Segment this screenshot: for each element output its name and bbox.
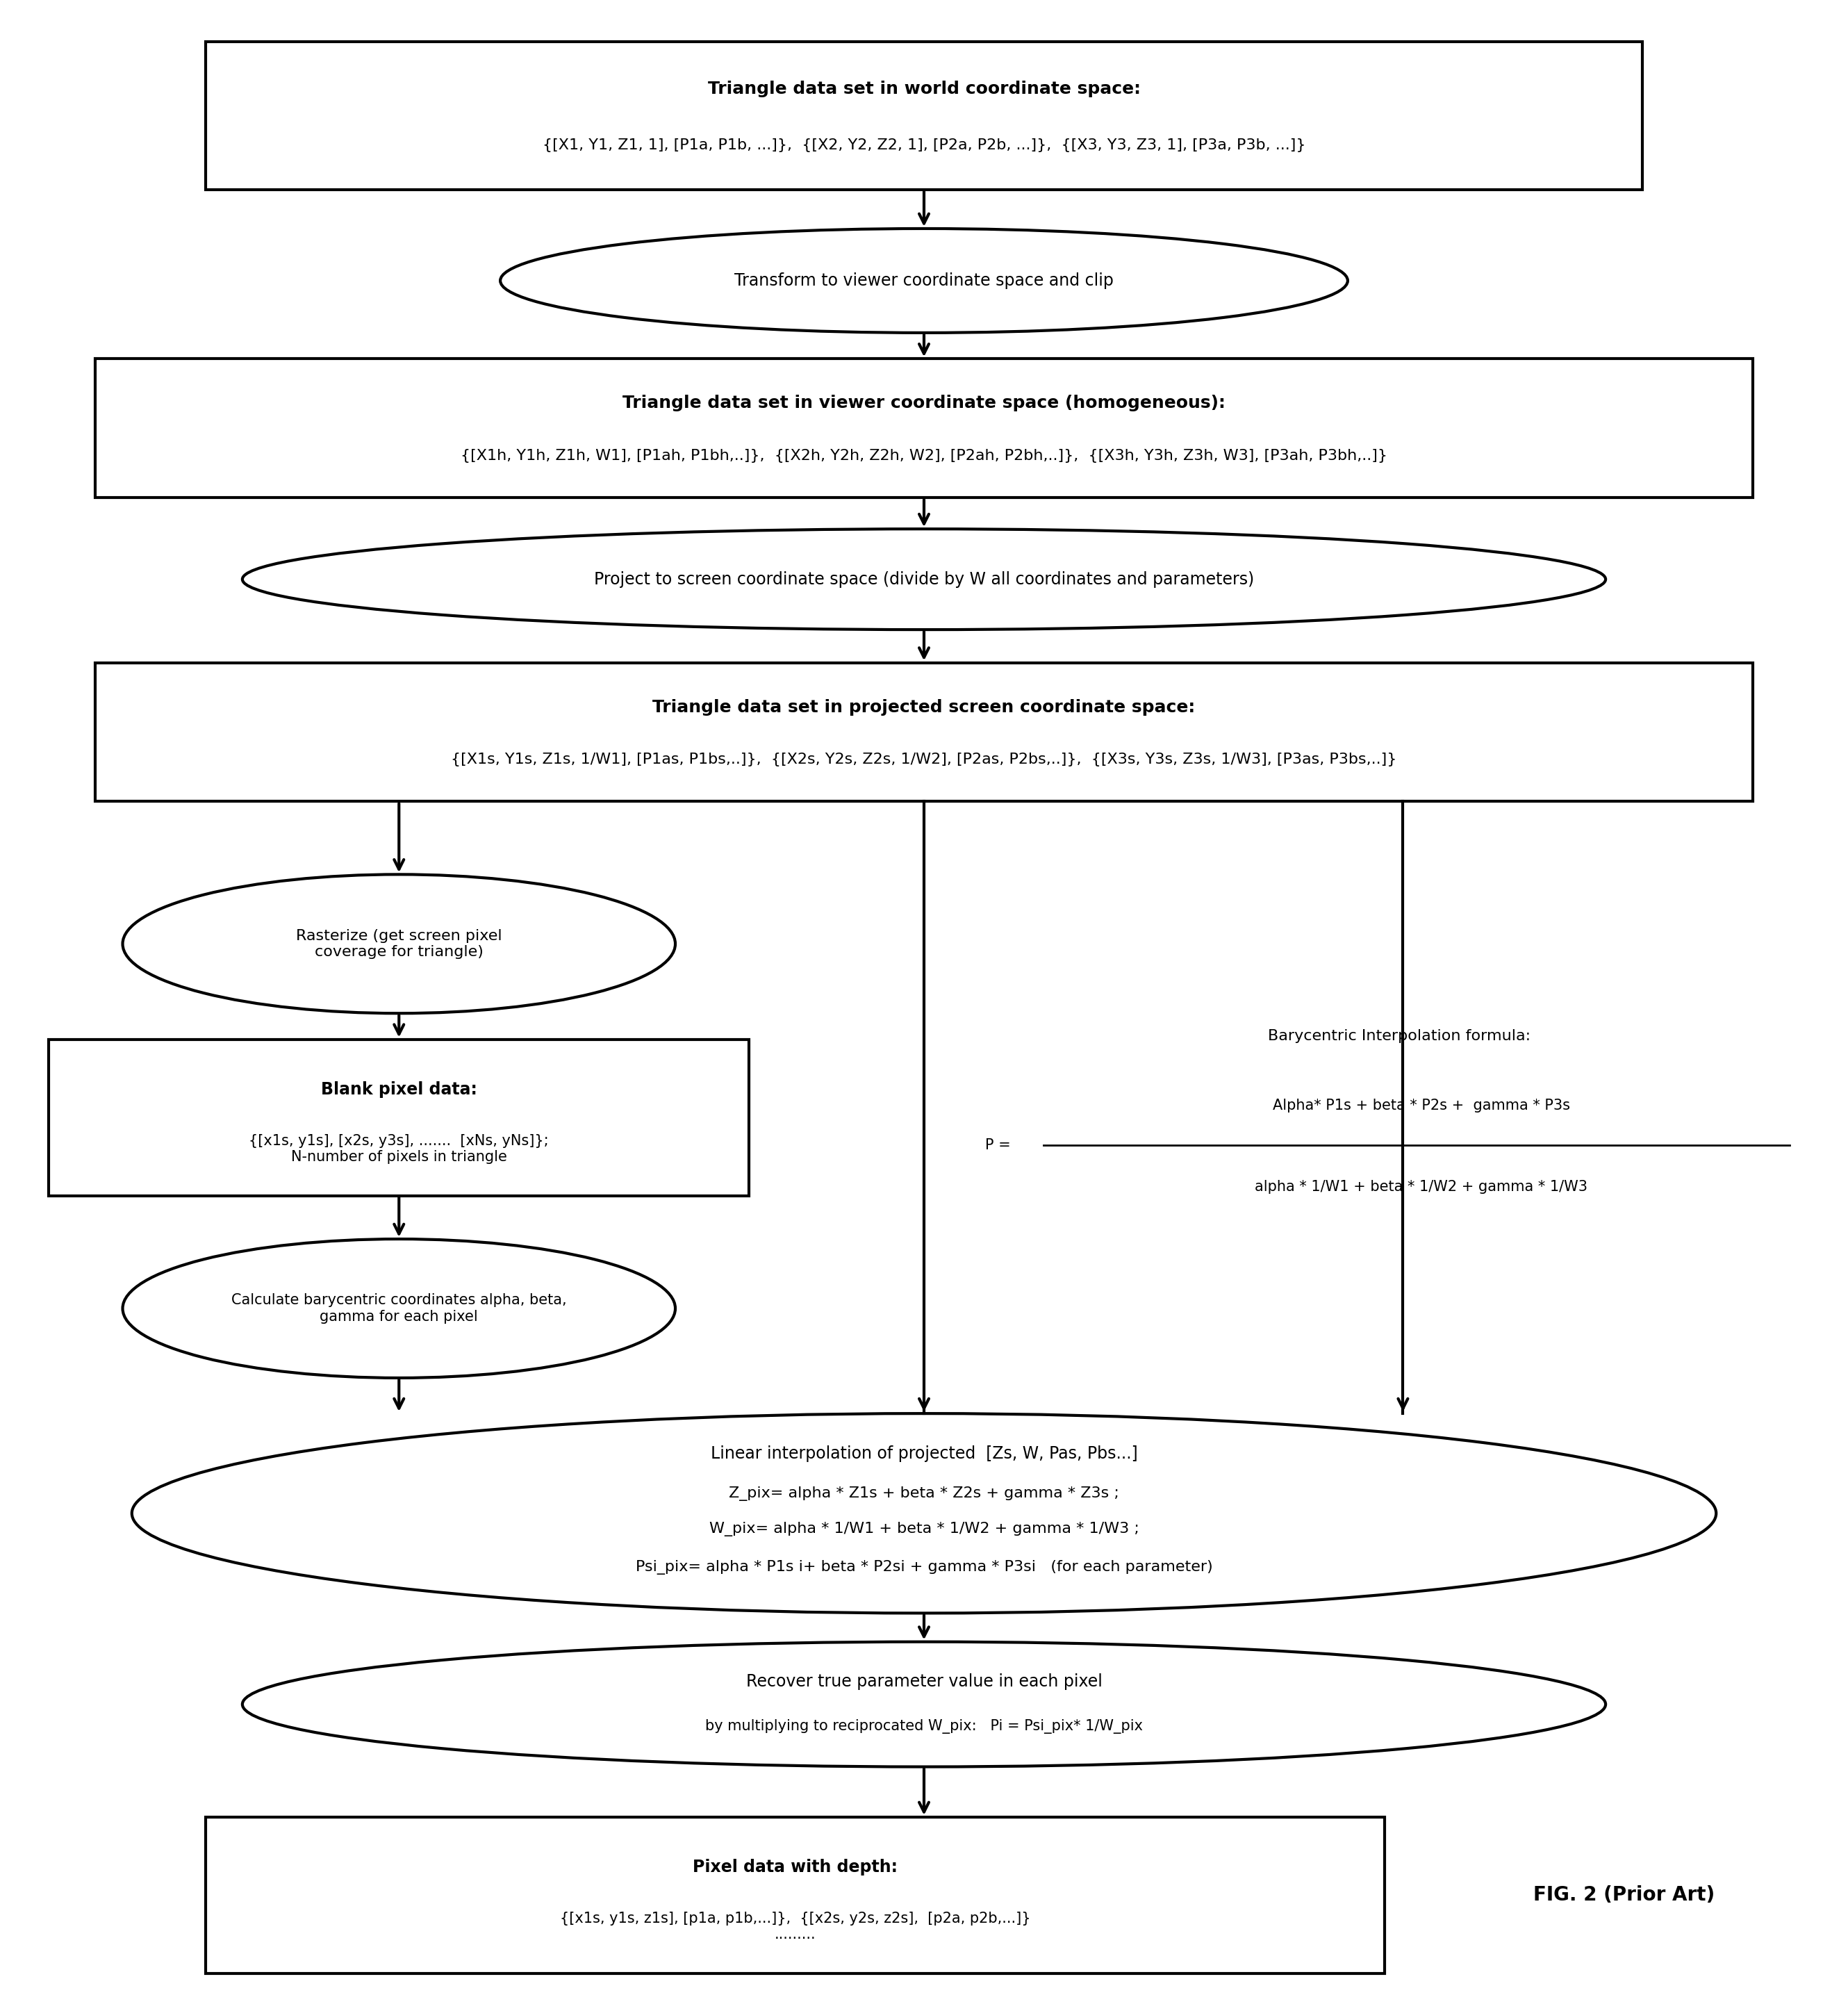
Ellipse shape (242, 529, 1606, 629)
Text: {[x1s, y1s, z1s], [p1a, p1b,...]},  {[x2s, y2s, z2s],  [p2a, p2b,...]}
.........: {[x1s, y1s, z1s], [p1a, p1b,...]}, {[x2s… (560, 1912, 1031, 1941)
Ellipse shape (122, 1239, 675, 1378)
Text: {[X1h, Y1h, Z1h, W1], [P1ah, P1bh,..]},  {[X2h, Y2h, Z2h, W2], [P2ah, P2bh,..]},: {[X1h, Y1h, Z1h, W1], [P1ah, P1bh,..]}, … (460, 448, 1388, 463)
Text: Alpha* P1s + beta * P2s +  gamma * P3s: Alpha* P1s + beta * P2s + gamma * P3s (1273, 1098, 1571, 1112)
Text: by multiplying to reciprocated W_pix:   Pi = Psi_pix* 1/W_pix: by multiplying to reciprocated W_pix: Pi… (706, 1719, 1142, 1733)
Text: Linear interpolation of projected  [Zs, W, Pas, Pbs...]: Linear interpolation of projected [Zs, W… (710, 1446, 1138, 1462)
Text: Triangle data set in viewer coordinate space (homogeneous):: Triangle data set in viewer coordinate s… (623, 394, 1225, 412)
Text: FIG. 2 (Prior Art): FIG. 2 (Prior Art) (1534, 1886, 1715, 1904)
Ellipse shape (501, 229, 1347, 332)
Text: Blank pixel data:: Blank pixel data: (322, 1082, 477, 1098)
Text: Project to screen coordinate space (divide by W all coordinates and parameters): Project to screen coordinate space (divi… (593, 571, 1255, 587)
Text: P =: P = (985, 1138, 1011, 1152)
Text: Psi_pix= alpha * P1s i+ beta * P2si + gamma * P3si   (for each parameter): Psi_pix= alpha * P1s i+ beta * P2si + ga… (636, 1561, 1212, 1575)
Text: Pixel data with depth:: Pixel data with depth: (693, 1858, 898, 1876)
FancyBboxPatch shape (205, 42, 1643, 189)
Text: Transform to viewer coordinate space and clip: Transform to viewer coordinate space and… (734, 271, 1114, 290)
Text: Triangle data set in projected screen coordinate space:: Triangle data set in projected screen co… (652, 698, 1196, 716)
Text: Barycentric Interpolation formula:: Barycentric Interpolation formula: (1268, 1030, 1530, 1044)
Text: {[X1, Y1, Z1, 1], [P1a, P1b, ...]},  {[X2, Y2, Z2, 1], [P2a, P2b, ...]},  {[X3, : {[X1, Y1, Z1, 1], [P1a, P1b, ...]}, {[X2… (543, 139, 1305, 153)
FancyBboxPatch shape (94, 662, 1754, 802)
FancyBboxPatch shape (205, 1818, 1384, 1973)
Text: Rasterize (get screen pixel
coverage for triangle): Rasterize (get screen pixel coverage for… (296, 929, 503, 959)
FancyBboxPatch shape (94, 358, 1754, 497)
Text: {[x1s, y1s], [x2s, y3s], .......  [xNs, yNs]};
N-number of pixels in triangle: {[x1s, y1s], [x2s, y3s], ....... [xNs, y… (249, 1134, 549, 1164)
Ellipse shape (122, 875, 675, 1014)
Text: Triangle data set in world coordinate space:: Triangle data set in world coordinate sp… (708, 80, 1140, 97)
Ellipse shape (242, 1641, 1606, 1768)
Text: Calculate barycentric coordinates alpha, beta,
gamma for each pixel: Calculate barycentric coordinates alpha,… (231, 1293, 567, 1323)
Text: W_pix= alpha * 1/W1 + beta * 1/W2 + gamma * 1/W3 ;: W_pix= alpha * 1/W1 + beta * 1/W2 + gamm… (710, 1522, 1138, 1536)
Text: alpha * 1/W1 + beta * 1/W2 + gamma * 1/W3: alpha * 1/W1 + beta * 1/W2 + gamma * 1/W… (1255, 1180, 1587, 1195)
FancyBboxPatch shape (48, 1040, 748, 1197)
Text: Z_pix= alpha * Z1s + beta * Z2s + gamma * Z3s ;: Z_pix= alpha * Z1s + beta * Z2s + gamma … (728, 1486, 1120, 1500)
Text: Recover true parameter value in each pixel: Recover true parameter value in each pix… (747, 1673, 1101, 1689)
Ellipse shape (131, 1414, 1717, 1613)
Text: {[X1s, Y1s, Z1s, 1/W1], [P1as, P1bs,..]},  {[X2s, Y2s, Z2s, 1/W2], [P2as, P2bs,.: {[X1s, Y1s, Z1s, 1/W1], [P1as, P1bs,..]}… (451, 752, 1397, 766)
